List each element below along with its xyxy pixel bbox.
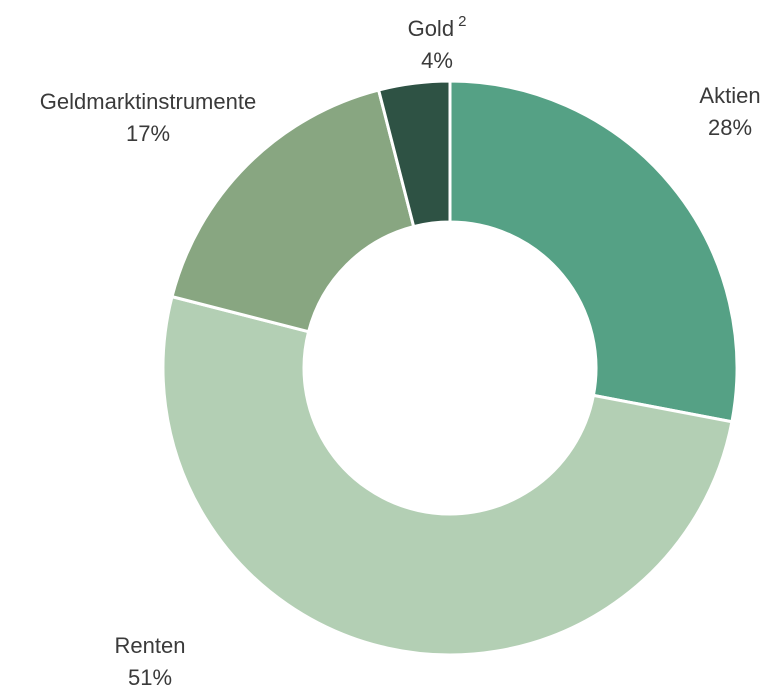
value-label: 28% bbox=[708, 115, 752, 140]
donut-segment bbox=[448, 79, 739, 424]
category-label: Aktien bbox=[699, 83, 760, 108]
category-label: Gold 2 bbox=[408, 13, 467, 41]
category-label: Geldmarktinstrumente bbox=[40, 89, 256, 114]
donut-segment bbox=[376, 79, 452, 229]
footnote-marker: 2 bbox=[458, 13, 466, 30]
value-label: 51% bbox=[128, 665, 172, 689]
value-label: 4% bbox=[421, 48, 453, 73]
value-label: 17% bbox=[126, 121, 170, 146]
donut-segment bbox=[170, 88, 416, 334]
category-name: Geldmarktinstrumente bbox=[40, 89, 256, 114]
category-label: Renten bbox=[115, 633, 186, 658]
category-name: Aktien bbox=[699, 83, 760, 108]
category-name: Gold bbox=[408, 16, 454, 41]
donut-segment bbox=[161, 294, 734, 657]
category-name: Renten bbox=[115, 633, 186, 658]
